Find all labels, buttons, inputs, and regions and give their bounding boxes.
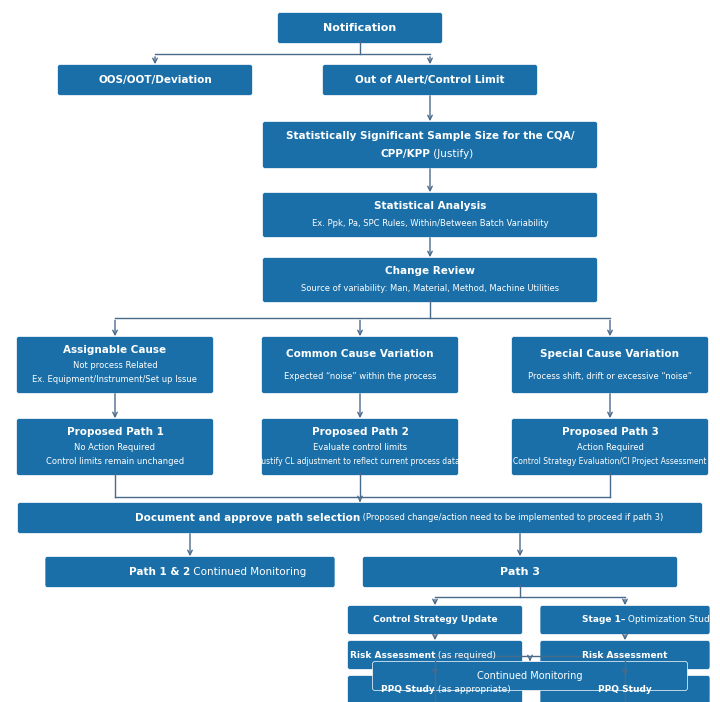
Text: Risk Assessment: Risk Assessment: [582, 651, 667, 659]
Text: Statistically Significant Sample Size for the CQA/: Statistically Significant Sample Size fo…: [286, 131, 575, 141]
Text: Proposed Path 2: Proposed Path 2: [312, 428, 408, 437]
FancyBboxPatch shape: [261, 336, 459, 394]
Text: Risk Assessment: Risk Assessment: [349, 651, 435, 659]
Text: Process shift, drift or excessive “noise”: Process shift, drift or excessive “noise…: [528, 372, 692, 381]
FancyBboxPatch shape: [277, 13, 443, 44]
FancyBboxPatch shape: [17, 418, 214, 475]
FancyBboxPatch shape: [511, 336, 708, 394]
FancyBboxPatch shape: [348, 675, 523, 702]
FancyBboxPatch shape: [540, 675, 710, 702]
FancyBboxPatch shape: [511, 418, 708, 475]
Text: Assignable Cause: Assignable Cause: [63, 345, 166, 355]
FancyBboxPatch shape: [263, 258, 598, 303]
Text: (as required): (as required): [435, 651, 496, 659]
Text: Continued Monitoring: Continued Monitoring: [477, 671, 582, 681]
Text: OOS/OOT/Deviation: OOS/OOT/Deviation: [98, 75, 212, 85]
FancyBboxPatch shape: [540, 606, 710, 635]
Text: Optimization Study: Optimization Study: [625, 616, 715, 625]
Text: Special Cause Variation: Special Cause Variation: [541, 349, 680, 359]
Text: Statistical Analysis: Statistical Analysis: [374, 201, 486, 211]
FancyBboxPatch shape: [17, 336, 214, 394]
FancyBboxPatch shape: [261, 418, 459, 475]
Text: (Justify): (Justify): [430, 150, 473, 159]
FancyBboxPatch shape: [348, 640, 523, 670]
Text: Proposed Path 1: Proposed Path 1: [66, 428, 163, 437]
FancyBboxPatch shape: [540, 640, 710, 670]
Text: Proposed Path 3: Proposed Path 3: [562, 428, 658, 437]
FancyBboxPatch shape: [323, 65, 538, 95]
Text: Stage 1–: Stage 1–: [582, 616, 625, 625]
Text: Control limits remain unchanged: Control limits remain unchanged: [46, 457, 184, 466]
Text: PPQ Study: PPQ Study: [598, 685, 652, 694]
Text: PPQ Study: PPQ Study: [382, 685, 435, 694]
FancyBboxPatch shape: [17, 503, 703, 534]
Text: No Action Required: No Action Required: [74, 442, 156, 451]
Text: (as appropriate): (as appropriate): [435, 685, 510, 694]
Text: Control Strategy Evaluation/CI Project Assessment: Control Strategy Evaluation/CI Project A…: [513, 457, 707, 466]
Text: Ex. Ppk, Pa, SPC Rules, Within/Between Batch Variability: Ex. Ppk, Pa, SPC Rules, Within/Between B…: [312, 219, 549, 228]
Text: Control Strategy Update: Control Strategy Update: [373, 616, 498, 625]
Text: Ex. Equipment/Instrument/Set up Issue: Ex. Equipment/Instrument/Set up Issue: [32, 375, 197, 384]
Text: Path 3: Path 3: [500, 567, 540, 577]
Text: Continued Monitoring: Continued Monitoring: [190, 567, 306, 577]
FancyBboxPatch shape: [362, 557, 678, 588]
Text: Expected “noise” within the process: Expected “noise” within the process: [284, 372, 436, 381]
Text: Not process Related: Not process Related: [73, 361, 157, 369]
FancyBboxPatch shape: [45, 557, 335, 588]
Text: Path 1 & 2: Path 1 & 2: [129, 567, 190, 577]
Text: Source of variability: Man, Material, Method, Machine Utilities: Source of variability: Man, Material, Me…: [301, 284, 559, 293]
Text: Out of Alert/Control Limit: Out of Alert/Control Limit: [355, 75, 505, 85]
FancyBboxPatch shape: [348, 606, 523, 635]
Text: Notification: Notification: [323, 23, 397, 33]
Text: Change Review: Change Review: [385, 266, 475, 276]
Text: Common Cause Variation: Common Cause Variation: [287, 349, 433, 359]
Text: Document and approve path selection: Document and approve path selection: [135, 513, 360, 523]
Text: Action Required: Action Required: [577, 442, 644, 451]
FancyBboxPatch shape: [372, 661, 688, 691]
Text: (Proposed change/action need to be implemented to proceed if path 3): (Proposed change/action need to be imple…: [360, 513, 663, 522]
Text: Evaluate control limits: Evaluate control limits: [313, 442, 407, 451]
FancyBboxPatch shape: [58, 65, 253, 95]
FancyBboxPatch shape: [263, 192, 598, 237]
Text: Justify CL adjustment to reflect current process data: Justify CL adjustment to reflect current…: [260, 457, 460, 466]
Text: CPP/KPP: CPP/KPP: [380, 150, 430, 159]
FancyBboxPatch shape: [263, 121, 598, 168]
